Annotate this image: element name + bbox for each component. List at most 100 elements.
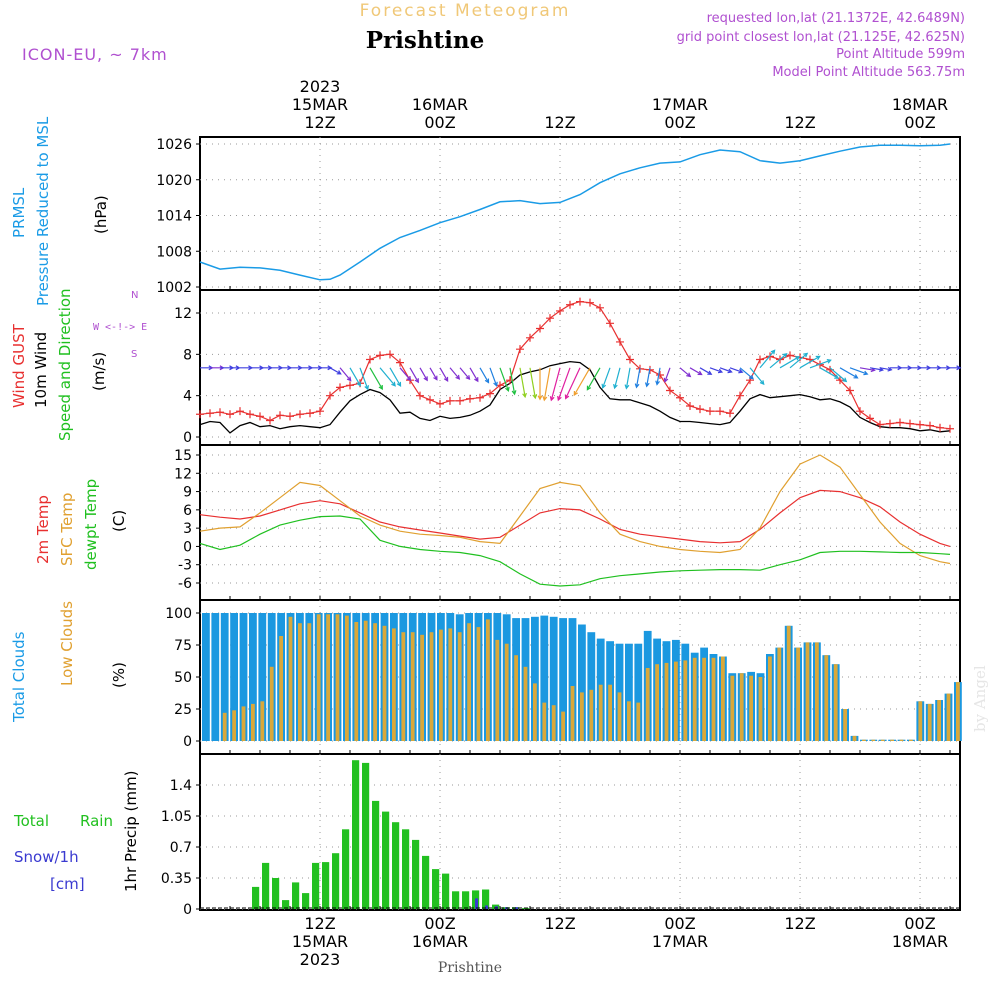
temp-dewpt-label: dewpt Temp	[82, 479, 100, 570]
gust-marker	[416, 391, 424, 400]
wind-arrow	[779, 356, 801, 369]
pressure-line	[199, 143, 951, 281]
wind-arrow	[439, 367, 449, 382]
total-clouds-bar	[202, 613, 210, 741]
low-clouds-bar	[805, 642, 810, 741]
low-clouds-bar	[570, 686, 575, 741]
gust-marker	[316, 407, 324, 416]
gust-marker	[876, 420, 884, 429]
gust-marker	[536, 324, 544, 333]
wind-arrow	[529, 367, 538, 400]
low-clouds-bar	[401, 632, 406, 741]
footer-location: Prishtine	[438, 960, 502, 976]
rain-bar	[362, 762, 370, 909]
wind-arrow	[339, 367, 352, 382]
low-clouds-bar	[298, 623, 302, 741]
temp-sfc-line	[199, 454, 951, 565]
wind-arrow	[769, 352, 788, 369]
low-clouds-bar	[721, 656, 725, 741]
y-tick-label: 0.35	[161, 871, 192, 887]
rain-bar	[282, 900, 290, 909]
rain-bar	[372, 800, 380, 909]
gust-marker	[756, 355, 764, 364]
y-tick-label: 1.4	[170, 778, 192, 794]
date-label: 18MAR	[892, 932, 948, 951]
rain-bar	[482, 889, 490, 909]
rain-bar	[412, 839, 420, 909]
gust-marker	[886, 419, 894, 428]
gust-marker	[596, 303, 604, 312]
gust-marker	[286, 412, 294, 421]
total-clouds-bar	[634, 643, 643, 741]
y-tick-label: 8	[183, 347, 192, 363]
total-clouds-bar	[587, 632, 596, 741]
rain-bar	[342, 829, 350, 909]
precip-total-label: Total	[13, 812, 49, 830]
low-clouds-bar	[260, 701, 265, 741]
hour-label: 12Z	[304, 914, 335, 933]
wind-arrow	[409, 367, 419, 384]
gust-marker	[676, 393, 684, 402]
date-label: 15MAR	[292, 95, 348, 114]
low-clouds-bar	[956, 682, 960, 741]
hour-label: 00Z	[664, 914, 695, 933]
panel-3: 0 25 50 75 100	[165, 599, 962, 755]
hour-label: 00Z	[664, 113, 695, 132]
panel-1: 0 4 8 12	[174, 289, 962, 446]
low-clouds-bar	[514, 655, 518, 741]
location-title: Prishtine	[366, 27, 485, 54]
gust-marker	[306, 409, 314, 418]
precip-rain-label: Rain	[80, 812, 113, 830]
gust-marker	[336, 383, 344, 392]
wind-arrow	[469, 367, 479, 383]
low-clouds-bar	[739, 673, 744, 741]
rain-bar	[462, 891, 470, 909]
y-tick-label: 100	[165, 606, 192, 622]
wind-arrow	[349, 367, 361, 387]
model-label: ICON-EU, ~ 7km	[22, 45, 168, 64]
wind-arrow	[537, 367, 543, 401]
hour-label: 12Z	[304, 113, 335, 132]
gust-marker	[606, 319, 614, 328]
precip-cm-label: [cm]	[50, 875, 85, 893]
wind-arrow	[819, 367, 840, 379]
wind-gust-line	[199, 300, 951, 430]
rain-bar	[292, 882, 300, 909]
point-altitude: Point Altitude 599m	[836, 47, 965, 62]
wind-arrow	[542, 367, 551, 402]
compass-we: W <-!-> E	[93, 322, 147, 333]
low-clouds-bar	[815, 642, 819, 741]
gust-marker	[866, 414, 874, 423]
low-clouds-bar	[645, 668, 650, 741]
gust-marker	[216, 408, 224, 417]
temp-2m-label: 2m Temp	[34, 495, 52, 564]
gust-marker	[436, 399, 444, 408]
gust-marker	[736, 391, 744, 400]
wind-arrow	[564, 367, 581, 400]
low-clouds-bar	[833, 664, 838, 741]
precip-snow-label: Snow/1h	[14, 848, 79, 866]
rain-bar	[432, 869, 440, 909]
wind-arrow	[679, 367, 692, 378]
low-clouds-bar	[880, 739, 885, 741]
hour-label: 00Z	[424, 113, 455, 132]
compass-s: S	[131, 349, 137, 360]
y-tick-label: 1020	[156, 173, 192, 189]
wind-arrow	[399, 367, 412, 382]
wind-arrow	[329, 367, 342, 375]
low-clouds-bar	[457, 632, 462, 741]
rain-bar	[332, 853, 340, 909]
gust-marker	[376, 351, 384, 360]
gust-marker	[456, 396, 464, 405]
rain-bar	[442, 873, 450, 909]
gust-marker	[846, 386, 854, 395]
wind-arrow	[601, 367, 611, 389]
gust-marker	[196, 410, 204, 419]
low-clouds-bar	[307, 623, 312, 741]
wind-arrow	[699, 367, 713, 375]
low-clouds-bar	[589, 689, 594, 741]
low-clouds-bar	[580, 692, 584, 741]
temp-unit: (C)	[110, 510, 128, 532]
rain-bar	[302, 893, 310, 909]
total-clouds-bar	[258, 613, 267, 741]
